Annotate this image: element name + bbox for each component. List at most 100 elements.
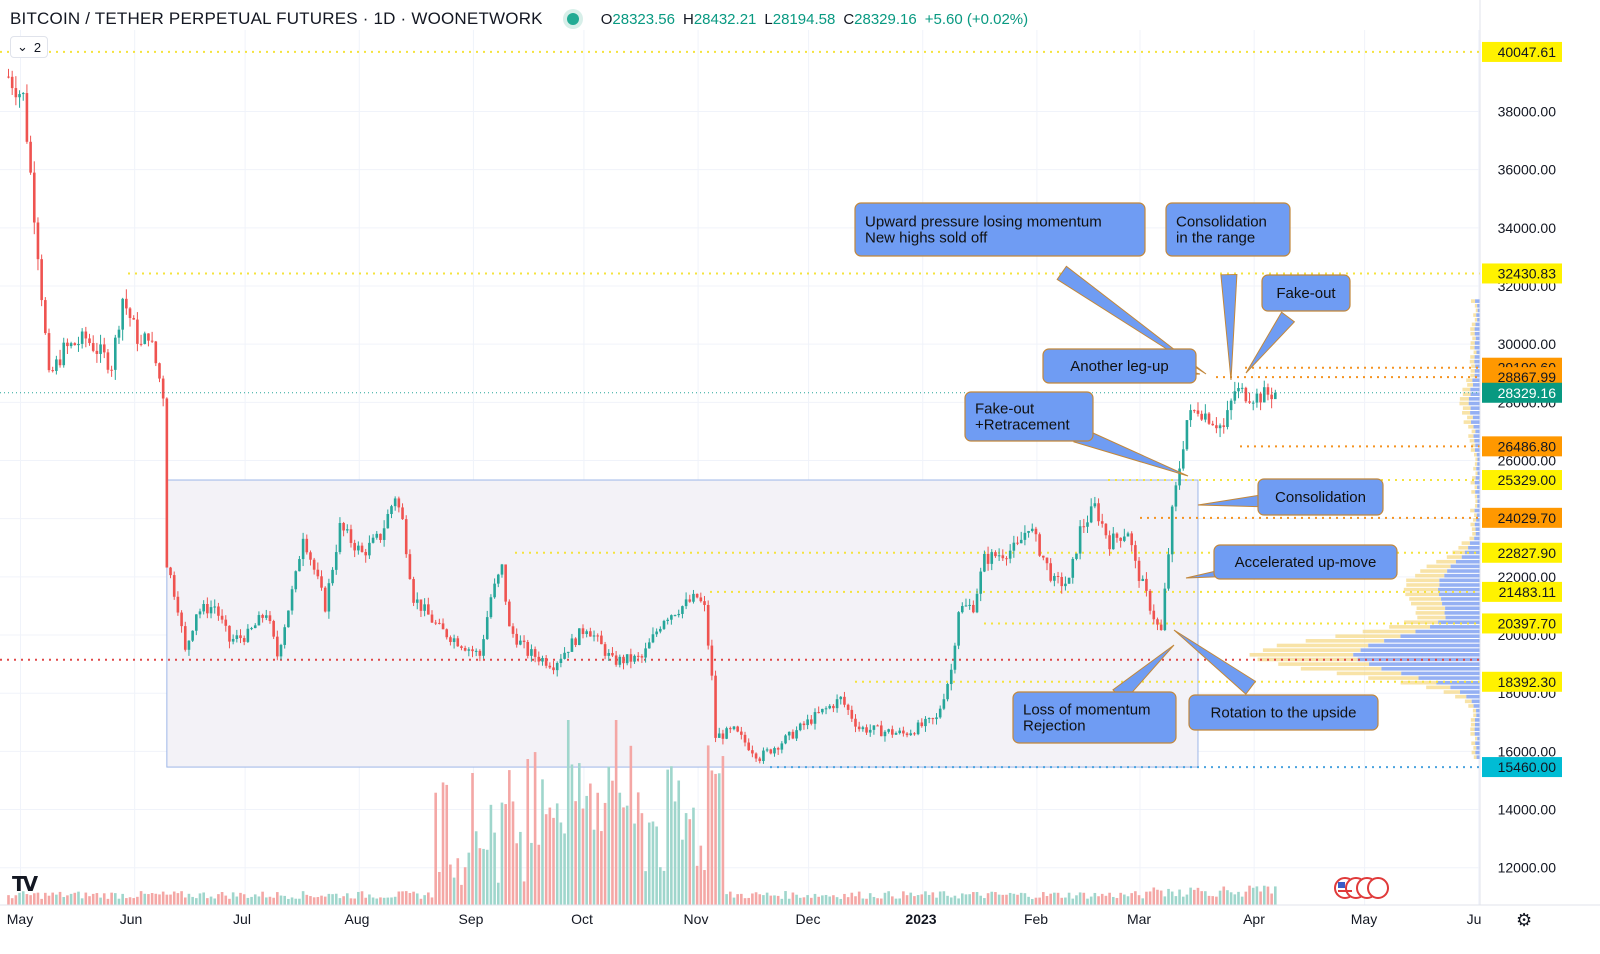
volume-bar xyxy=(1185,894,1189,905)
volume-profile-bar xyxy=(1474,513,1477,517)
volume-profile-bar xyxy=(1476,513,1480,517)
candle-body xyxy=(1097,503,1100,522)
candle-body xyxy=(14,88,18,98)
volume-bar xyxy=(224,895,228,905)
volume-bar xyxy=(1060,897,1064,905)
candle-body xyxy=(994,552,997,557)
volume-bar xyxy=(375,898,379,905)
candle-body xyxy=(913,733,916,735)
volume-profile-bar xyxy=(1362,629,1416,634)
volume-bar xyxy=(368,894,371,905)
candle-body xyxy=(1152,610,1156,620)
candle-body xyxy=(1123,536,1126,541)
price-level-label: 24029.70 xyxy=(1498,510,1557,526)
volume-bar xyxy=(1266,886,1270,905)
volume-bar xyxy=(1204,891,1207,905)
volume-profile-bar xyxy=(1464,550,1480,555)
low-label: L xyxy=(764,10,773,28)
candle-body xyxy=(312,559,316,570)
candle-body xyxy=(1148,590,1152,611)
candle-body xyxy=(434,622,437,624)
candle-body xyxy=(566,651,570,653)
callout-text: +Retracement xyxy=(975,417,1070,434)
volume-bar xyxy=(397,891,401,905)
volume-bar xyxy=(751,893,754,905)
candle-body xyxy=(1126,533,1130,537)
candle-body xyxy=(143,333,147,345)
volume-profile-bar xyxy=(1474,485,1478,490)
volume-bar xyxy=(625,805,629,905)
volume-profile-bar xyxy=(1477,499,1480,504)
candle-body xyxy=(438,622,441,624)
market-status-icon[interactable] xyxy=(566,13,579,25)
volume-profile-bar xyxy=(1470,355,1475,359)
volume-profile-bar xyxy=(1474,448,1480,452)
volume-bar xyxy=(879,898,883,905)
candle-body xyxy=(1196,410,1200,414)
callout-text: Rejection xyxy=(1023,718,1086,735)
candle-body xyxy=(942,699,946,709)
candle-body xyxy=(113,337,117,370)
volume-bar xyxy=(10,898,14,905)
gear-icon[interactable]: ⚙ xyxy=(1516,910,1533,930)
volume-bar xyxy=(581,808,585,905)
volume-profile-bar xyxy=(1474,480,1480,485)
candle-body xyxy=(552,667,555,671)
volume-profile-bar xyxy=(1455,559,1480,564)
volume-bar xyxy=(276,892,279,905)
volume-bar xyxy=(611,780,614,905)
candle-body xyxy=(323,587,327,612)
volume-profile-bar xyxy=(1474,452,1477,457)
volume-bar xyxy=(401,891,404,905)
volume-profile-bar xyxy=(1477,485,1480,490)
candle-body xyxy=(294,571,298,590)
volume-profile-bar xyxy=(1411,601,1443,606)
indicators-collapse-button[interactable]: ⌄ 2 xyxy=(10,36,49,58)
candle-body xyxy=(762,750,765,762)
volume-profile-bar xyxy=(1471,322,1476,327)
volume-bar xyxy=(688,819,692,905)
us-flag-icon[interactable] xyxy=(1334,877,1392,899)
candle-body xyxy=(353,542,356,551)
symbol-title[interactable]: BITCOIN / TETHER PERPETUAL FUTURES · 1D … xyxy=(10,9,543,28)
candle-body xyxy=(150,340,154,342)
candle-body xyxy=(1226,410,1229,427)
volume-profile-bar xyxy=(1459,401,1469,406)
volume-bar xyxy=(257,896,261,905)
volume-profile-bar xyxy=(1477,494,1480,499)
volume-bar xyxy=(614,720,618,905)
volume-bar xyxy=(1207,895,1211,905)
volume-bar xyxy=(725,894,728,905)
candle-body xyxy=(622,656,625,664)
volume-profile-bar xyxy=(1257,657,1358,662)
tradingview-logo[interactable]: TV xyxy=(12,872,38,896)
candle-body xyxy=(25,93,29,142)
volume-profile-bar xyxy=(1400,634,1480,638)
candle-body xyxy=(600,635,603,645)
volume-profile-bar xyxy=(1475,336,1480,341)
volume-bar xyxy=(647,822,651,905)
candle-body xyxy=(1167,554,1170,589)
volume-bar xyxy=(1005,894,1008,905)
volume-bar xyxy=(931,892,935,905)
volume-profile-bar xyxy=(1472,378,1480,383)
candle-body xyxy=(305,538,309,553)
candle-body xyxy=(276,636,279,657)
volume-profile-bar xyxy=(1476,713,1480,718)
volume-profile-bar xyxy=(1477,736,1480,741)
volume-bar xyxy=(158,894,161,905)
candle-body xyxy=(187,640,191,650)
volume-bar xyxy=(36,892,40,905)
volume-bar xyxy=(754,892,758,905)
candle-body xyxy=(1060,576,1064,587)
candle-body xyxy=(732,726,736,730)
candle-body xyxy=(1181,449,1185,469)
candle-body xyxy=(32,172,36,223)
volume-bar xyxy=(972,892,975,905)
volume-profile-bar xyxy=(1471,420,1480,424)
callout-text: Accelerated up-move xyxy=(1235,554,1377,571)
candle-body xyxy=(787,731,791,736)
candle-body xyxy=(1012,542,1016,551)
